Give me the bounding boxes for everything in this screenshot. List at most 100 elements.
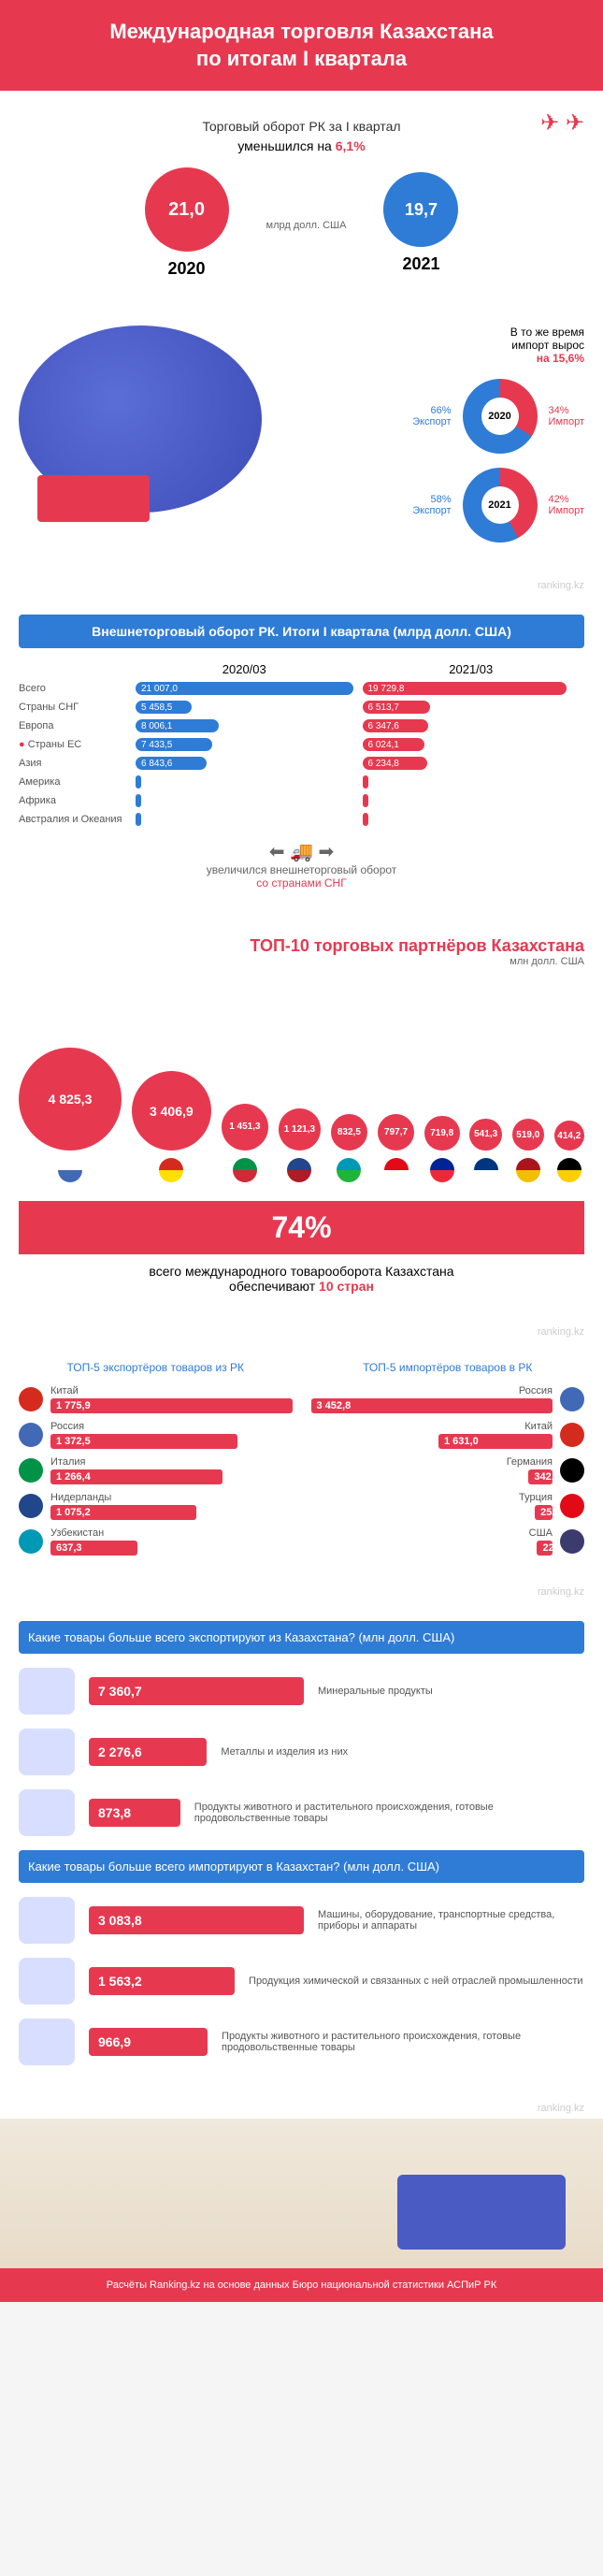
turnover-section: ✈ ✈ Торговый оборот РК за I квартал умен…	[0, 91, 603, 307]
flag-icon	[560, 1494, 584, 1518]
bubble-item: 3 406,9	[132, 1071, 211, 1182]
col-2021: 2021/03	[358, 662, 585, 676]
product-icon	[19, 1897, 75, 1944]
title-l1: Международная торговля Казахстана	[109, 20, 493, 43]
flag-icon	[557, 1158, 581, 1182]
hbar-row: ● Страны ЕС 7 433,5 6 024,1	[19, 738, 584, 751]
top5-row: Китай 1 775,9	[19, 1385, 293, 1413]
year-2021: 2021	[383, 254, 458, 274]
top5-row: Нидерланды 1 075,2	[19, 1492, 293, 1520]
bubble-item: 4 825,3	[19, 1048, 122, 1182]
big-pct: 74%	[19, 1201, 584, 1254]
globe-illustration	[19, 326, 262, 513]
top5-row: Россия 3 452,8	[311, 1385, 585, 1413]
top5-row: Италия 1 266,4	[19, 1456, 293, 1484]
flag-icon	[430, 1158, 454, 1182]
flag-icon	[560, 1529, 584, 1554]
flag-icon	[287, 1158, 311, 1182]
footer-text: Расчёты Ranking.kz на основе данных Бюро…	[0, 2268, 603, 2302]
donuts-title: В то же время импорт вырос на 15,6%	[280, 326, 584, 365]
product-row: 1 563,2 Продукция химической и связанных…	[19, 1958, 584, 2004]
top5-row: Узбекистан 637,3	[19, 1527, 293, 1556]
top5-row: Германия 342,9	[311, 1456, 585, 1484]
top5-importers: ТОП-5 импортёров товаров в РК Россия 3 4…	[311, 1361, 585, 1563]
hbar-title: Внешнеторговый оборот РК. Итоги I кварта…	[19, 615, 584, 648]
header: Международная торговля Казахстана по ито…	[0, 0, 603, 91]
flag-icon	[516, 1158, 540, 1182]
flag-icon	[19, 1387, 43, 1411]
col-2020: 2020/03	[131, 662, 358, 676]
plane-icon: ✈ ✈	[540, 109, 584, 137]
top5-row: Россия 1 372,5	[19, 1421, 293, 1449]
year-2020: 2020	[145, 259, 229, 279]
flag-icon	[233, 1158, 257, 1182]
top5-row: США 222,6	[311, 1527, 585, 1556]
flag-icon	[19, 1458, 43, 1483]
top5-exporters: ТОП-5 экспортёров товаров из РК Китай 1 …	[19, 1361, 293, 1563]
flag-icon	[560, 1387, 584, 1411]
product-row: 3 083,8 Машины, оборудование, транспортн…	[19, 1897, 584, 1944]
flag-icon	[474, 1158, 498, 1182]
top10-unit: млн долл. США	[19, 956, 584, 967]
flag-icon	[560, 1423, 584, 1447]
flag-icon	[19, 1423, 43, 1447]
products-section: Какие товары больше всего экспортируют и…	[0, 1602, 603, 2098]
bubble-item: 1 121,3	[279, 1108, 321, 1182]
import-growth-section: В то же время импорт вырос на 15,6% 66%Э…	[0, 307, 603, 575]
title-l2: по итогам I квартала	[196, 47, 407, 70]
donut-2020: 66%Экспорт 2020 34%Импорт	[280, 379, 584, 454]
bubble-item: 541,3	[469, 1119, 502, 1183]
circle-2021: 19,7	[383, 172, 458, 247]
top10-section: ТОП-10 торговых партнёров Казахстана млн…	[0, 908, 603, 1322]
product-row: 873,8 Продукты животного и растительного…	[19, 1789, 584, 1836]
turnover-title: Торговый оборот РК за I квартал	[19, 119, 584, 134]
bubble-item: 797,7	[378, 1114, 414, 1182]
top5-section: ТОП-5 экспортёров товаров из РК Китай 1 …	[0, 1342, 603, 1582]
product-row: 966,9 Продукты животного и растительного…	[19, 2019, 584, 2065]
watermark: ranking.kz	[0, 1582, 603, 1602]
product-icon	[19, 2019, 75, 2065]
exp-title: ТОП-5 экспортёров товаров из РК	[19, 1361, 293, 1374]
unit-label: млрд долл. США	[266, 220, 347, 231]
flag-icon	[560, 1458, 584, 1483]
bubble-item: 519,0	[512, 1119, 544, 1182]
hbar-row: Африка 112,5 86,0	[19, 794, 584, 807]
flag-icon	[19, 1494, 43, 1518]
header-title: Международная торговля Казахстана по ито…	[19, 19, 584, 72]
turnover-sub: уменьшился на 6,1%	[19, 138, 584, 153]
hbar-row: Всего 21 007,0 19 729,8	[19, 682, 584, 695]
product-icon	[19, 1789, 75, 1836]
hbar-row: Америка 568,3 537,7	[19, 775, 584, 789]
flag-icon	[337, 1158, 361, 1182]
top5-row: Китай 1 631,0	[311, 1421, 585, 1449]
product-row: 2 276,6 Металлы и изделия из них	[19, 1729, 584, 1775]
hbar-section: Внешнеторговый оборот РК. Итоги I кварта…	[0, 596, 603, 908]
imp-title: ТОП-5 импортёров товаров в РК	[311, 1361, 585, 1374]
top10-title: ТОП-10 торговых партнёров Казахстана	[19, 936, 584, 956]
bubble-item: 1 451,3	[222, 1104, 269, 1183]
product-icon	[19, 1729, 75, 1775]
product-icon	[19, 1958, 75, 2004]
watermark: ranking.kz	[0, 1322, 603, 1342]
product-icon	[19, 1668, 75, 1715]
bubble-item: 414,2	[554, 1121, 584, 1182]
flag-icon	[58, 1158, 82, 1182]
exp-products-title: Какие товары больше всего экспортируют и…	[19, 1621, 584, 1654]
watermark: ranking.kz	[0, 575, 603, 596]
bubble-item: 832,5	[331, 1114, 368, 1183]
flag-icon	[384, 1158, 409, 1182]
truck-icon	[397, 2175, 566, 2250]
flag-icon	[159, 1158, 183, 1182]
watermark: ranking.kz	[0, 2098, 603, 2119]
donut-2021: 58%Экспорт 2021 42%Импорт	[280, 468, 584, 543]
footer-illustration	[0, 2119, 603, 2268]
top10-text: всего международного товарооборота Казах…	[19, 1264, 584, 1294]
imp-products-title: Какие товары больше всего импортируют в …	[19, 1850, 584, 1883]
product-row: 7 360,7 Минеральные продукты	[19, 1668, 584, 1715]
hbar-row: Азия 6 843,6 6 234,8	[19, 757, 584, 770]
hbar-row: Европа 8 006,1 6 347,6	[19, 719, 584, 732]
flag-icon	[19, 1529, 43, 1554]
hbar-note: ⬅ 🚚 ➡ увеличился внешнеторговый оборот с…	[19, 840, 584, 890]
top5-row: Турция 252,7	[311, 1492, 585, 1520]
circle-2020: 21,0	[145, 167, 229, 252]
